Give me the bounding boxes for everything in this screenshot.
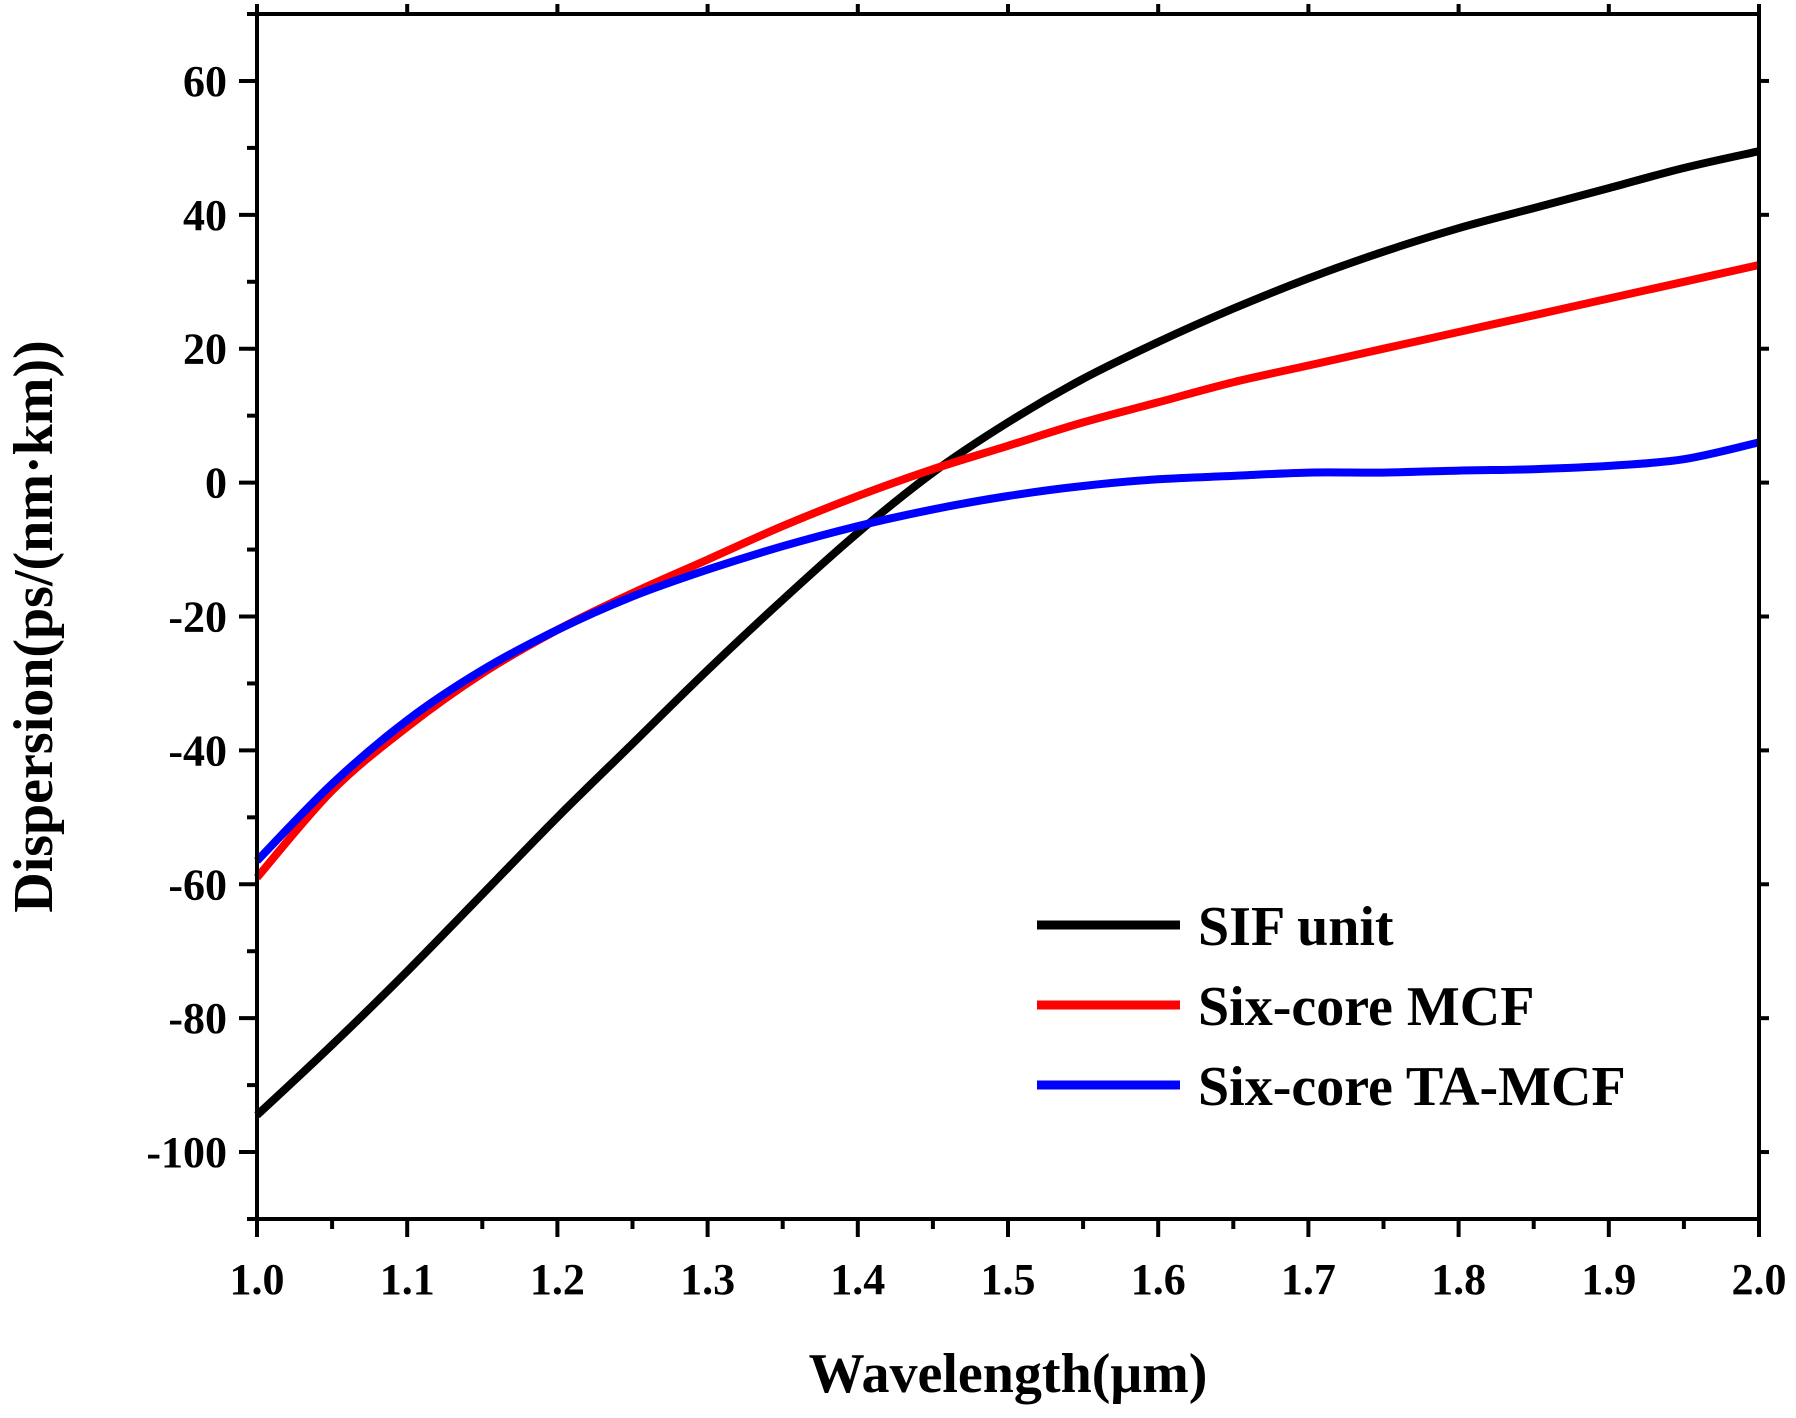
- y-axis-title: Dispersion(ps/(nm·km)): [3, 340, 65, 913]
- y-tick-label: -80: [168, 994, 227, 1043]
- legend-label: Six-core TA-MCF: [1198, 1056, 1626, 1118]
- y-tick-label: 40: [183, 191, 227, 240]
- y-tick-label: -20: [168, 593, 227, 642]
- x-tick-label: 1.6: [1131, 1255, 1186, 1304]
- legend-label: SIF unit: [1198, 896, 1394, 958]
- x-tick-label: 1.2: [530, 1255, 585, 1304]
- series-line-1: [254, 147, 1760, 1119]
- y-tick-label: -100: [146, 1128, 227, 1177]
- x-tick-label: 1.4: [830, 1255, 885, 1304]
- x-tick-label: 1.5: [981, 1255, 1036, 1304]
- x-tick-label: 2.0: [1732, 1255, 1787, 1304]
- series-layer: [253, 147, 1760, 1119]
- x-tick-label: 1.9: [1581, 1255, 1636, 1304]
- y-tick-label: 60: [183, 57, 227, 106]
- y-tick-label: 20: [183, 325, 227, 374]
- y-tick-label: -40: [168, 726, 227, 775]
- x-tick-label: 1.3: [680, 1255, 735, 1304]
- x-tick-label: 1.0: [230, 1255, 285, 1304]
- series-line-2: [253, 261, 1760, 881]
- tick-layer: [239, 4, 1769, 1237]
- plot-frame: [255, 12, 1761, 1221]
- tick-label-layer: 1.0 1.1 1.2 1.3 1.4 1.5 1.6 1.7 1.8 1.9 2.0 -100 -80…: [146, 57, 1786, 1304]
- x-axis-title: Wavelength(μm): [809, 1343, 1208, 1405]
- series-line-3: [254, 438, 1760, 864]
- x-tick-label: 1.7: [1281, 1255, 1336, 1304]
- legend-label: Six-core MCF: [1198, 976, 1534, 1038]
- x-tick-label: 1.1: [380, 1255, 435, 1304]
- legend: SIF unit Six-core MCF Six-core TA-MCF: [1037, 896, 1626, 1118]
- x-tick-label: 1.8: [1431, 1255, 1486, 1304]
- y-tick-label: 0: [205, 459, 227, 508]
- y-tick-label: -60: [168, 860, 227, 909]
